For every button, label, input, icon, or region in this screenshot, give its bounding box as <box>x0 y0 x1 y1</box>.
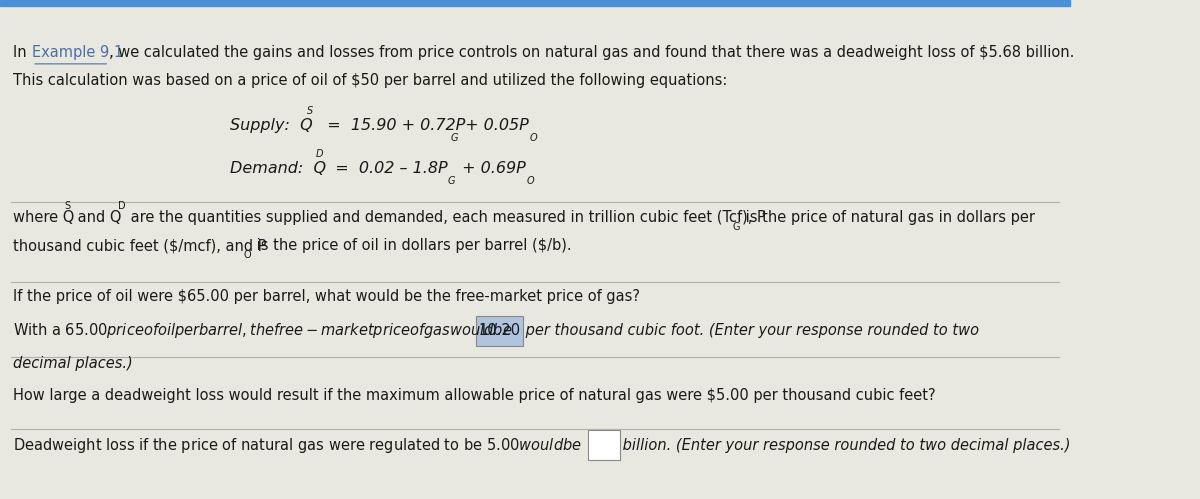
Text: Deadweight loss if the price of natural gas were regulated to be $5.00 would be : Deadweight loss if the price of natural … <box>13 436 582 455</box>
Text: O: O <box>244 250 252 260</box>
Text: How large a deadweight loss would result if the maximum allowable price of natur: How large a deadweight loss would result… <box>13 388 936 403</box>
Text: G: G <box>450 133 458 143</box>
Text: billion. (Enter your response rounded to two decimal places.): billion. (Enter your response rounded to… <box>618 438 1070 453</box>
Text: per thousand cubic foot. (Enter your response rounded to two: per thousand cubic foot. (Enter your res… <box>521 323 979 338</box>
Text: where Q: where Q <box>13 210 74 225</box>
Text: D: D <box>316 149 323 159</box>
Text: G: G <box>448 176 455 186</box>
Text: With a $65.00 price of oil per barrel, the free-market price of gas would be $: With a $65.00 price of oil per barrel, t… <box>13 321 512 340</box>
Text: =  0.02 – 1.8P: = 0.02 – 1.8P <box>325 161 448 176</box>
Text: G: G <box>733 222 740 232</box>
Text: Example 9.1: Example 9.1 <box>32 45 124 60</box>
Text: decimal places.): decimal places.) <box>13 356 132 371</box>
Bar <box>0 0 1069 6</box>
Text: 10.20: 10.20 <box>479 323 521 338</box>
Text: If the price of oil were $65.00 per barrel, what would be the free-market price : If the price of oil were $65.00 per barr… <box>13 289 640 304</box>
FancyBboxPatch shape <box>588 430 620 460</box>
Text: O: O <box>529 133 538 143</box>
Text: =  15.90 + 0.72P: = 15.90 + 0.72P <box>317 118 464 133</box>
Text: This calculation was based on a price of oil of $50 per barrel and utilized the : This calculation was based on a price of… <box>13 73 727 88</box>
Text: Demand:  Q: Demand: Q <box>230 161 326 176</box>
Text: are the quantities supplied and demanded, each measured in trillion cubic feet (: are the quantities supplied and demanded… <box>126 210 766 225</box>
Text: O: O <box>527 176 534 186</box>
Text: is the price of oil in dollars per barrel ($/b).: is the price of oil in dollars per barre… <box>252 238 572 253</box>
Text: and Q: and Q <box>73 210 121 225</box>
Text: , we calculated the gains and losses from price controls on natural gas and foun: , we calculated the gains and losses fro… <box>109 45 1074 60</box>
Text: D: D <box>118 201 125 211</box>
Text: thousand cubic feet ($/mcf), and P: thousand cubic feet ($/mcf), and P <box>13 238 266 253</box>
Text: S: S <box>64 201 71 211</box>
Text: In: In <box>13 45 31 60</box>
Text: Supply:  Q: Supply: Q <box>230 118 313 133</box>
Text: + 0.69P: + 0.69P <box>457 161 526 176</box>
Text: + 0.05P: + 0.05P <box>460 118 529 133</box>
FancyBboxPatch shape <box>476 316 523 346</box>
Text: S: S <box>307 106 313 116</box>
Text: is the price of natural gas in dollars per: is the price of natural gas in dollars p… <box>742 210 1036 225</box>
